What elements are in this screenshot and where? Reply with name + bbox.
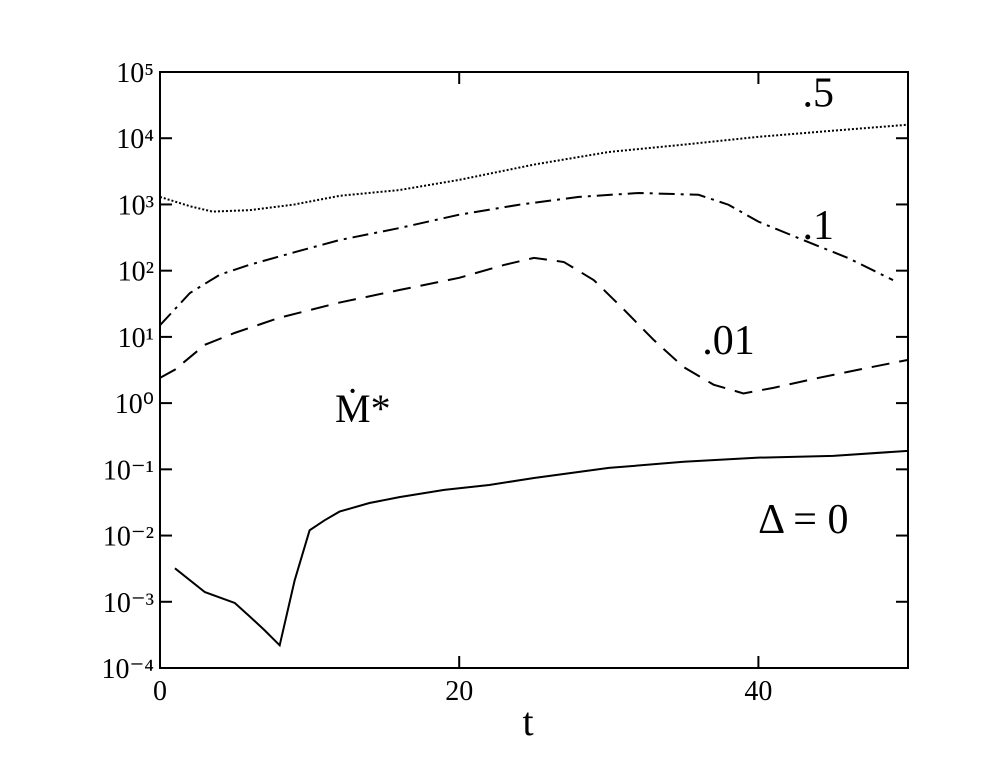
y-tick-label: 10⁻² xyxy=(103,522,154,553)
series-line xyxy=(159,123,909,213)
y-tick-label: 10² xyxy=(118,257,154,288)
x-axis-label: t xyxy=(522,699,533,744)
y-tick-label: 10³ xyxy=(118,190,154,221)
x-tick-label: 0 xyxy=(153,676,167,707)
y-tick-label: 10¹ xyxy=(118,323,154,354)
y-tick-label: 10⁻⁴ xyxy=(101,654,154,685)
y-tick-label: 10⁻³ xyxy=(103,588,154,619)
y-tick-label: 10⁵ xyxy=(116,58,154,89)
y-tick-label: 10⁻¹ xyxy=(103,455,154,486)
x-tick-label: 40 xyxy=(744,676,772,707)
y-tick-label: 10⁰ xyxy=(115,389,154,420)
series-label: .01 xyxy=(702,318,755,364)
series-label: Δ = 0 xyxy=(758,497,848,543)
series-label: .1 xyxy=(802,203,834,249)
plot-frame xyxy=(159,71,909,669)
series-line xyxy=(159,191,894,326)
y-axis-label: Ṁ* xyxy=(335,386,391,431)
series-line xyxy=(174,449,909,648)
y-tick-label: 10⁴ xyxy=(116,124,154,155)
series-label: .5 xyxy=(802,71,834,117)
x-tick-label: 20 xyxy=(445,676,473,707)
series-line xyxy=(159,256,909,395)
